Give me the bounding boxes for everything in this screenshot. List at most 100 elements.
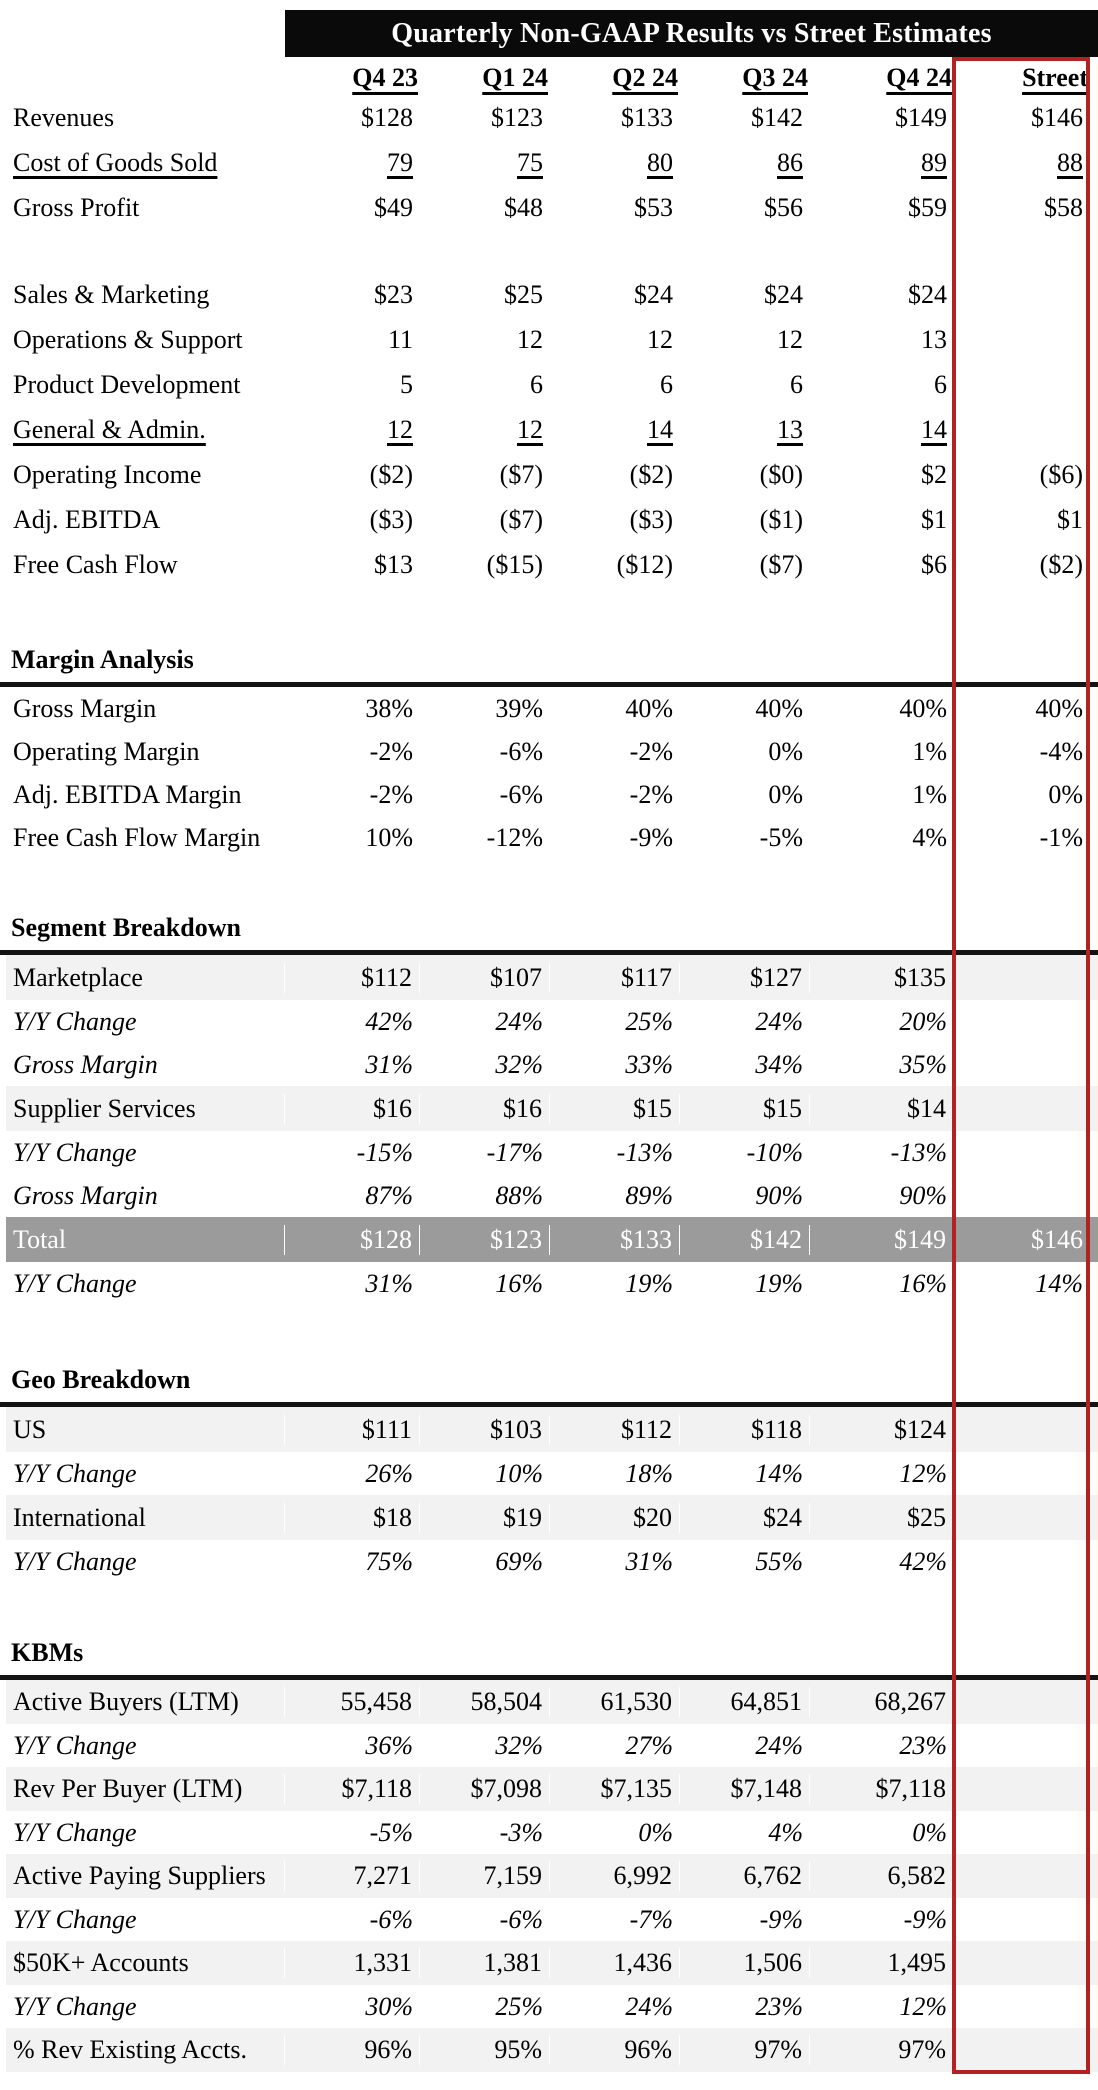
value-cell: 4% [912,822,947,852]
table-row: Gross Margin 87% 88% 89% 90% 90% [6,1174,1098,1217]
value-cell: $149 [810,1224,954,1255]
value-cell: $142 [751,102,803,132]
table-row: Y/Y Change -5% -3% 0% 4% 0% [6,1811,1098,1854]
table-row: Y/Y Change -6% -6% -7% -9% -9% [6,1898,1098,1941]
value-cell: 14 [921,414,947,444]
row-label: Gross Margin [13,1049,158,1079]
row-label: Y/Y Change [13,1137,137,1167]
street-cell: 0% [1048,779,1083,809]
value-cell: 12% [899,1458,947,1488]
value-cell: $19 [420,1502,550,1533]
table-row: General & Admin. 12 12 14 13 14 [6,407,1098,452]
row-label: Total [6,1224,285,1255]
value-cell: ($12) [616,549,673,579]
value-cell: $112 [285,962,420,993]
value-cell: ($3) [369,504,413,534]
value-cell: 6,582 [810,1861,954,1891]
value-cell: -7% [629,1904,673,1934]
value-cell: 55% [755,1546,803,1576]
section-header-kbms: KBMs [11,1637,84,1667]
section-header-geo-breakdown: Geo Breakdown [11,1364,191,1394]
value-cell: $20 [550,1502,680,1533]
value-cell: $23 [374,279,413,309]
value-cell: 75 [517,147,543,177]
value-cell: -9% [903,1904,947,1934]
value-cell: 68,267 [810,1687,954,1717]
value-cell: 90% [755,1180,803,1210]
value-cell: $2 [921,459,947,489]
row-label: $50K+ Accounts [6,1948,285,1978]
value-cell: 58,504 [420,1687,550,1717]
table-row: Active Paying Suppliers 7,271 7,159 6,99… [6,1854,1098,1898]
table-row: Y/Y Change 36% 32% 27% 24% 23% [6,1724,1098,1767]
street-cell: $146 [1031,102,1083,132]
value-cell: 0% [768,779,803,809]
value-cell: -13% [616,1137,673,1167]
value-cell: $133 [550,1224,680,1255]
value-cell: 33% [625,1049,673,1079]
table-row: Y/Y Change 26% 10% 18% 14% 12% [6,1452,1098,1495]
table-row: Y/Y Change 30% 25% 24% 23% 12% [6,1985,1098,2028]
value-cell: 42% [365,1006,413,1036]
value-cell: 11 [387,324,413,354]
value-cell: 20% [899,1006,947,1036]
row-label: Rev Per Buyer (LTM) [6,1774,285,1804]
spacer [0,1583,1098,1630]
value-cell: 16% [899,1268,947,1298]
value-cell: -6% [369,1904,413,1934]
table-row: Y/Y Change 31% 16% 19% 19% 16% 14% [6,1262,1098,1305]
value-cell: 1,381 [420,1948,550,1978]
value-cell: $142 [680,1224,810,1255]
value-cell: $107 [420,962,550,993]
value-cell: $128 [285,1224,420,1255]
value-cell: 7,271 [285,1861,420,1891]
value-cell: 12 [517,324,543,354]
spacer [0,587,1098,637]
value-cell: $128 [361,102,413,132]
value-cell: ($15) [486,549,543,579]
value-cell: 64,851 [680,1687,810,1717]
row-label: Y/Y Change [13,1268,137,1298]
value-cell: 80 [647,147,673,177]
row-label: Active Buyers (LTM) [6,1687,285,1717]
value-cell: $103 [420,1414,550,1445]
value-cell: $6 [921,549,947,579]
value-cell: $25 [810,1502,954,1533]
value-cell: ($7) [499,459,543,489]
value-cell: 25% [495,1991,543,2021]
row-label: Gross Profit [13,192,140,222]
row-label: Operating Margin [13,736,200,766]
row-label: Supplier Services [6,1093,285,1124]
row-label: Adj. EBITDA Margin [13,779,242,809]
table-row: International $18 $19 $20 $24 $25 [6,1495,1098,1540]
value-cell: $25 [504,279,543,309]
section-header-segment-breakdown: Segment Breakdown [11,912,241,942]
value-cell: $123 [491,102,543,132]
value-cell: $7,135 [550,1774,680,1804]
street-cell: -1% [1039,822,1083,852]
value-cell: 24% [495,1006,543,1036]
table-row: Active Buyers (LTM) 55,458 58,504 61,530… [6,1680,1098,1724]
value-cell: $7,148 [680,1774,810,1804]
value-cell: 32% [495,1049,543,1079]
row-label: Operating Income [13,459,202,489]
value-cell: -5% [759,822,803,852]
row-label: Marketplace [6,962,285,993]
value-cell: 12 [777,324,803,354]
value-cell: 18% [625,1458,673,1488]
column-header: Q3 24 [742,63,808,92]
value-cell: $49 [374,192,413,222]
value-cell: ($0) [759,459,803,489]
value-cell: 12% [899,1991,947,2021]
value-cell: 55,458 [285,1687,420,1717]
value-cell: 36% [365,1730,413,1760]
row-label: Free Cash Flow [13,549,178,579]
value-cell: 6 [530,369,543,399]
street-cell: 88 [1057,147,1083,177]
row-label: Sales & Marketing [13,279,210,309]
table-row: Product Development 5 6 6 6 6 [6,362,1098,407]
table-row: Rev Per Buyer (LTM) $7,118 $7,098 $7,135… [6,1767,1098,1811]
value-cell: $135 [810,962,954,993]
value-cell: 30% [365,1991,413,2021]
value-cell: 13 [921,324,947,354]
